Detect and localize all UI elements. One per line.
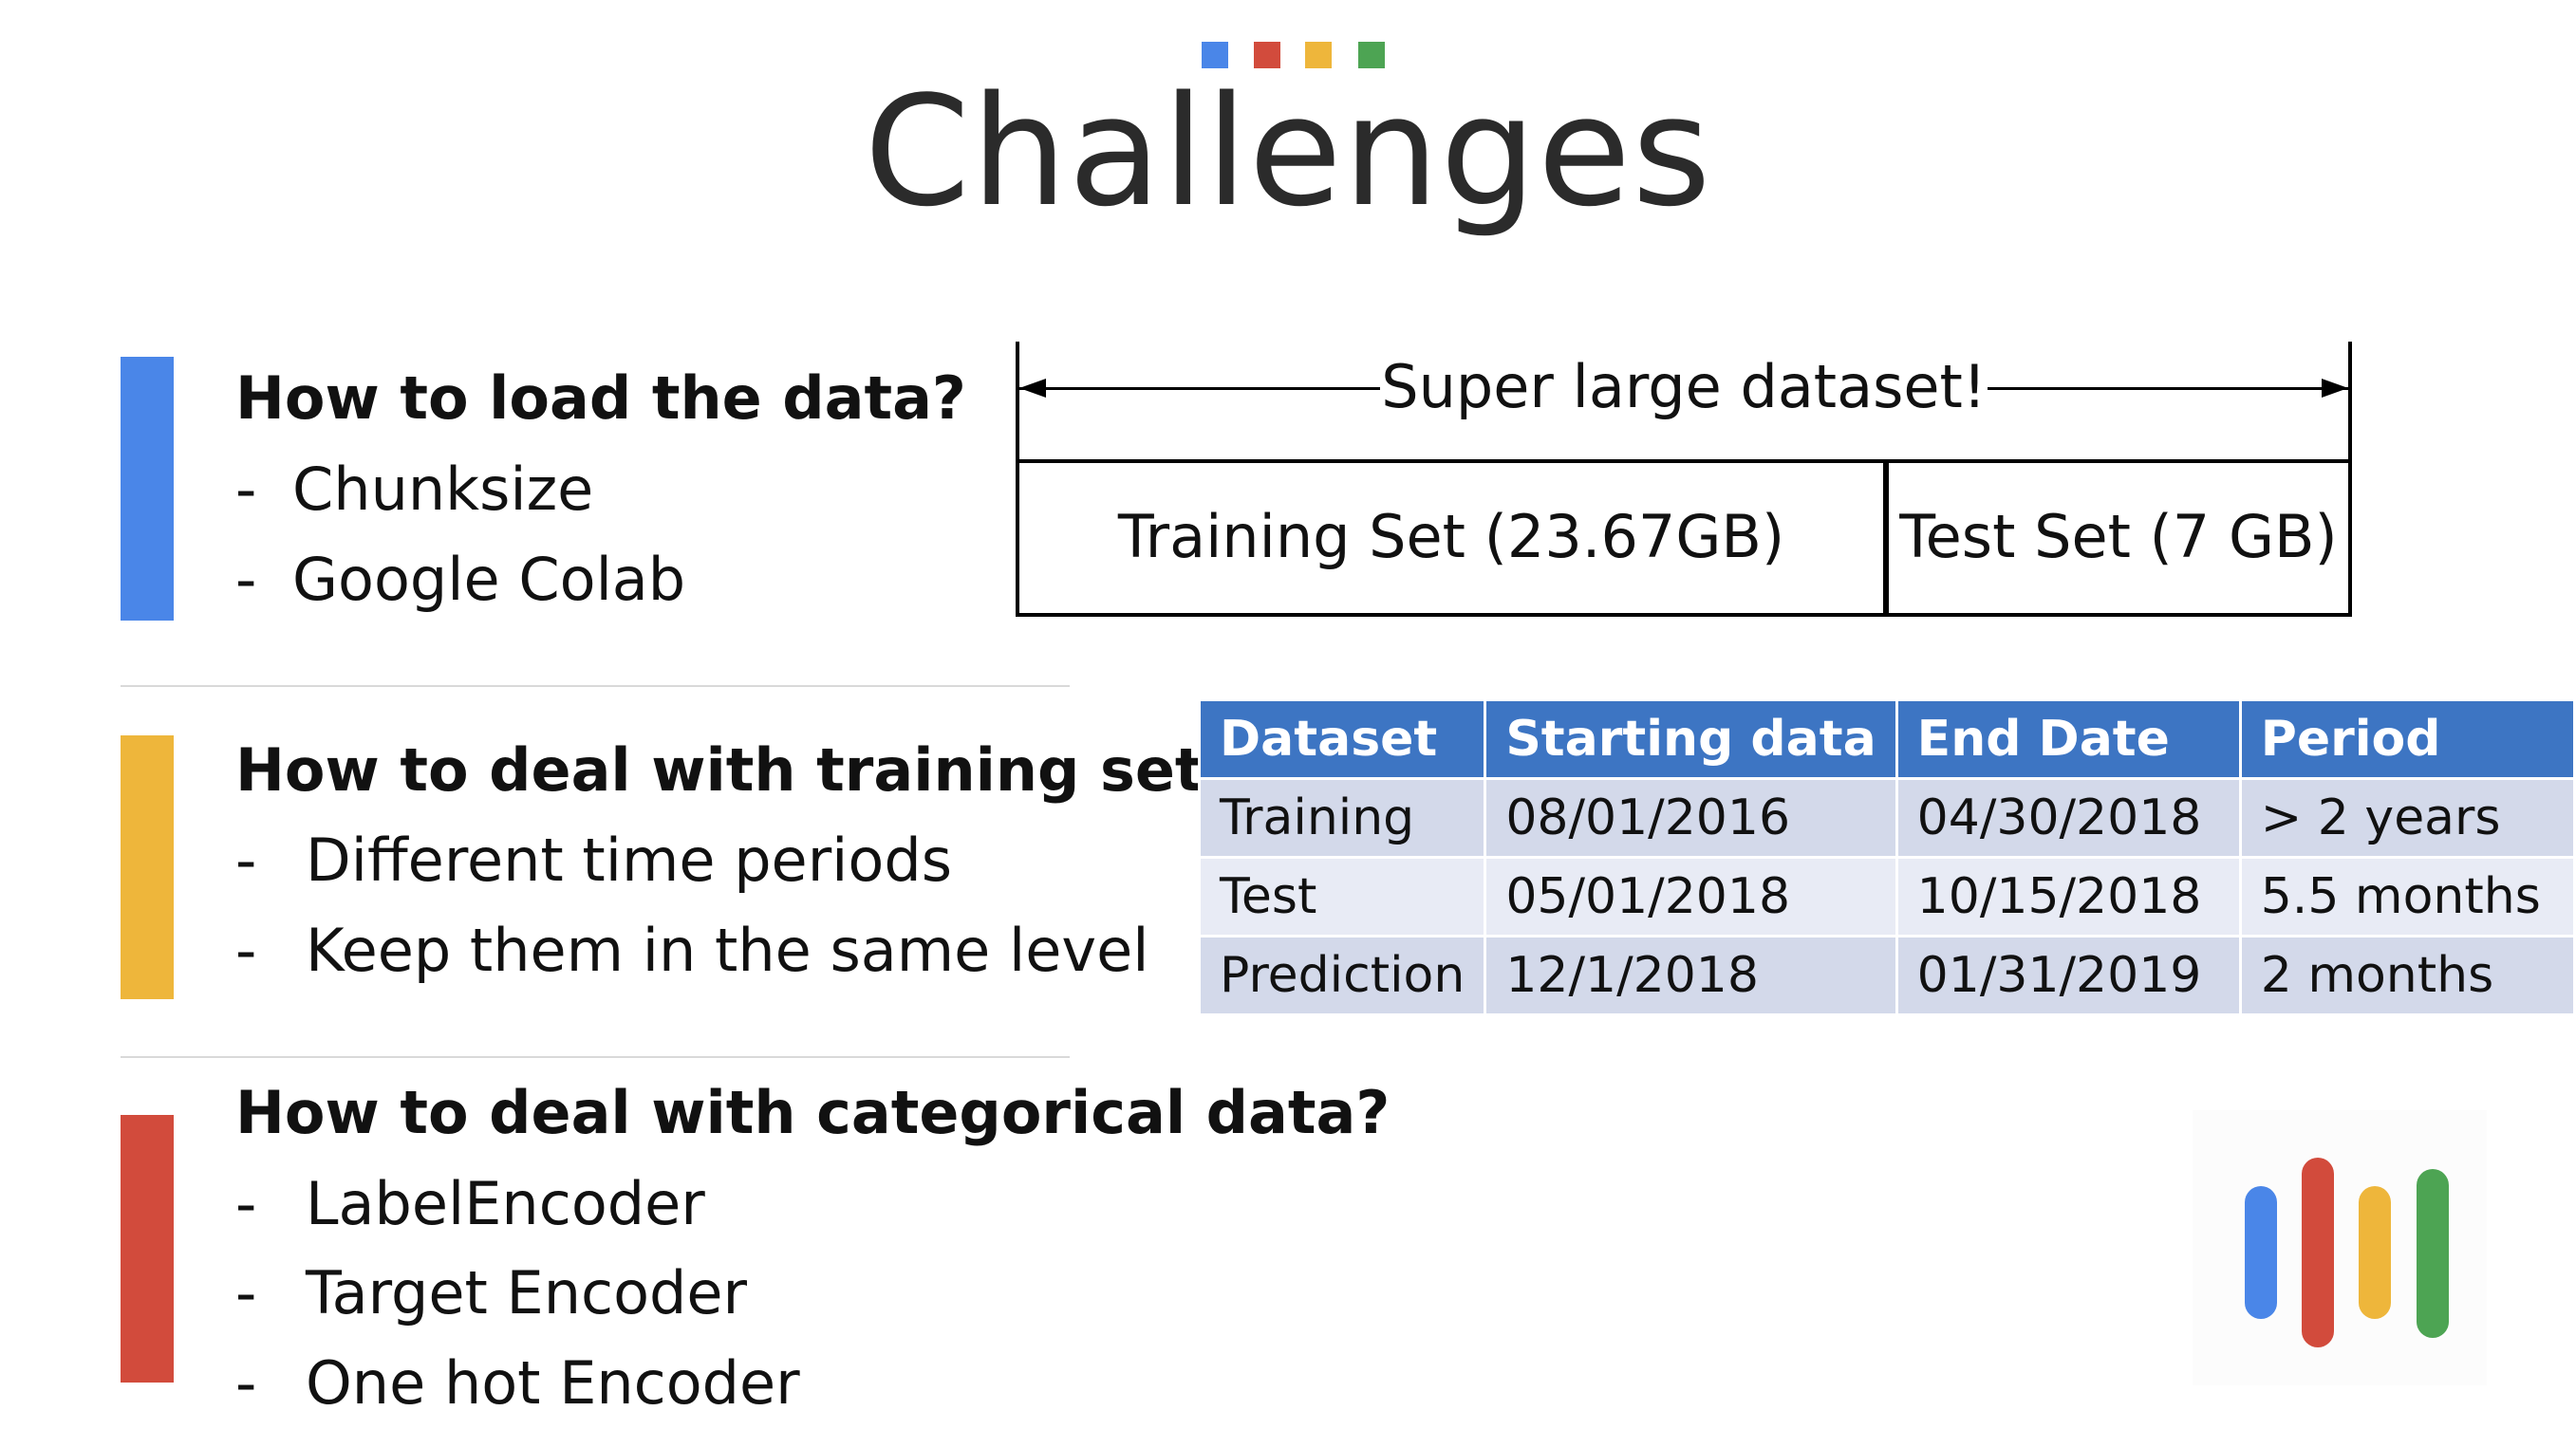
table-header-cell: Starting data <box>1484 698 1898 780</box>
list-item-text: Keep them in the same level <box>306 916 1149 985</box>
list-item-text: Chunksize <box>292 455 594 524</box>
list-item: - Keep them in the same level <box>235 913 1148 989</box>
list-item: - Chunksize <box>235 452 593 528</box>
title-dot-blue <box>1202 42 1228 68</box>
title-dot-red <box>1254 42 1280 68</box>
list-dash: - <box>235 545 257 614</box>
table-cell: 01/31/2019 <box>1895 935 2242 1016</box>
test-set-label: Test Set (7 GB) <box>1899 502 2338 571</box>
list-item: - LabelEncoder <box>235 1166 705 1242</box>
section-bar-blue <box>121 357 174 621</box>
list-item-text: LabelEncoder <box>306 1169 705 1238</box>
diagram-box-top <box>1016 459 2352 463</box>
list-item: - Google Colab <box>235 542 685 618</box>
section-divider <box>121 1056 1070 1058</box>
arrow-right-icon <box>2322 379 2348 398</box>
list-dash: - <box>235 916 257 985</box>
table-header-row: Dataset Starting data End Date Period <box>1197 698 2576 780</box>
google-bars-logo-icon <box>2193 1110 2487 1385</box>
list-item: - Different time periods <box>235 823 952 899</box>
list-item: - Target Encoder <box>235 1255 747 1331</box>
list-dash: - <box>235 455 257 524</box>
table-cell: 08/01/2016 <box>1484 777 1898 859</box>
page-title: Challenges <box>864 63 1712 240</box>
table-header-cell: End Date <box>1895 698 2242 780</box>
training-set-label: Training Set (23.67GB) <box>1117 502 1785 571</box>
list-item-text: Target Encoder <box>306 1258 747 1327</box>
list-dash: - <box>235 1348 257 1418</box>
table-cell: 10/15/2018 <box>1895 856 2242 937</box>
section-heading: How to deal with categorical data? <box>235 1078 1391 1147</box>
table-cell: Test <box>1197 856 1487 937</box>
section-bar-red <box>121 1115 174 1383</box>
dataset-dates-table: Dataset Starting data End Date Period Tr… <box>1197 698 2576 1016</box>
list-dash: - <box>235 1258 257 1327</box>
section-divider <box>121 685 1070 687</box>
diagram-box-split <box>1883 459 1889 617</box>
table-row: Training 08/01/2016 04/30/2018 > 2 years <box>1197 777 2576 859</box>
logo-bar-red <box>2302 1158 2334 1347</box>
list-item: - One hot Encoder <box>235 1346 800 1421</box>
table-cell: 2 months <box>2238 935 2576 1016</box>
list-item-text: Google Colab <box>292 545 686 614</box>
title-dot-green <box>1358 42 1385 68</box>
list-item-text: One hot Encoder <box>306 1348 800 1418</box>
list-dash: - <box>235 826 257 895</box>
span-arrow-right-line <box>1988 387 2348 390</box>
table-header-cell: Period <box>2238 698 2576 780</box>
logo-bar-yellow <box>2359 1186 2391 1319</box>
diagram-box-bottom <box>1016 613 2352 617</box>
logo-bar-green <box>2417 1169 2449 1338</box>
table-cell: 12/1/2018 <box>1484 935 1898 1016</box>
table-cell: Training <box>1197 777 1487 859</box>
table-cell: > 2 years <box>2238 777 2576 859</box>
list-item-text: Different time periods <box>306 826 953 895</box>
diagram-left-edge <box>1016 342 1019 617</box>
section-heading: How to deal with training set? <box>235 735 1238 805</box>
arrow-left-icon <box>1019 379 1046 398</box>
diagram-right-edge <box>2348 342 2352 617</box>
span-arrow-left-line <box>1019 387 1380 390</box>
dataset-split-diagram: Super large dataset! Training Set (23.67… <box>1016 342 2363 626</box>
section-bar-yellow <box>121 735 174 999</box>
table-row: Prediction 12/1/2018 01/31/2019 2 months <box>1197 935 2576 1016</box>
table-cell: 04/30/2018 <box>1895 777 2242 859</box>
logo-bar-blue <box>2245 1186 2277 1319</box>
table-row: Test 05/01/2018 10/15/2018 5.5 months <box>1197 856 2576 937</box>
list-dash: - <box>235 1169 257 1238</box>
table-cell: Prediction <box>1197 935 1487 1016</box>
table-cell: 05/01/2018 <box>1484 856 1898 937</box>
title-dot-yellow <box>1305 42 1332 68</box>
section-heading: How to load the data? <box>235 363 966 433</box>
table-header-cell: Dataset <box>1197 698 1487 780</box>
span-label: Super large dataset! <box>1381 352 1987 421</box>
table-cell: 5.5 months <box>2238 856 2576 937</box>
